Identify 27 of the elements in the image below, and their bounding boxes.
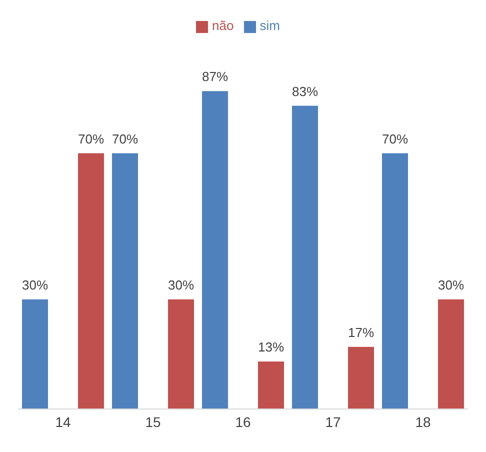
data-label: 70% bbox=[112, 131, 138, 146]
legend-label: sim bbox=[260, 18, 280, 33]
x-tick-label: 17 bbox=[325, 414, 341, 430]
bar bbox=[292, 106, 318, 409]
bar bbox=[78, 153, 104, 409]
data-label: 30% bbox=[168, 277, 194, 292]
bar bbox=[22, 299, 48, 409]
bar bbox=[382, 153, 408, 409]
bar bbox=[258, 362, 284, 409]
bar bbox=[348, 346, 374, 409]
legend-label: não bbox=[212, 18, 234, 33]
x-tick-label: 16 bbox=[235, 414, 251, 430]
data-label: 70% bbox=[382, 131, 408, 146]
data-label: 30% bbox=[22, 277, 48, 292]
data-label: 87% bbox=[202, 69, 228, 84]
data-label: 13% bbox=[258, 340, 284, 355]
bar bbox=[202, 91, 228, 409]
data-label: 83% bbox=[292, 84, 318, 99]
bar bbox=[112, 153, 138, 409]
x-tick-label: 15 bbox=[145, 414, 161, 430]
data-label: 17% bbox=[348, 324, 374, 340]
data-label: 30% bbox=[438, 277, 464, 292]
data-label: 70% bbox=[78, 131, 104, 146]
bar bbox=[438, 299, 464, 409]
x-tick-label: 14 bbox=[55, 414, 71, 430]
bar bbox=[168, 299, 194, 409]
x-tick-label: 18 bbox=[415, 414, 431, 430]
